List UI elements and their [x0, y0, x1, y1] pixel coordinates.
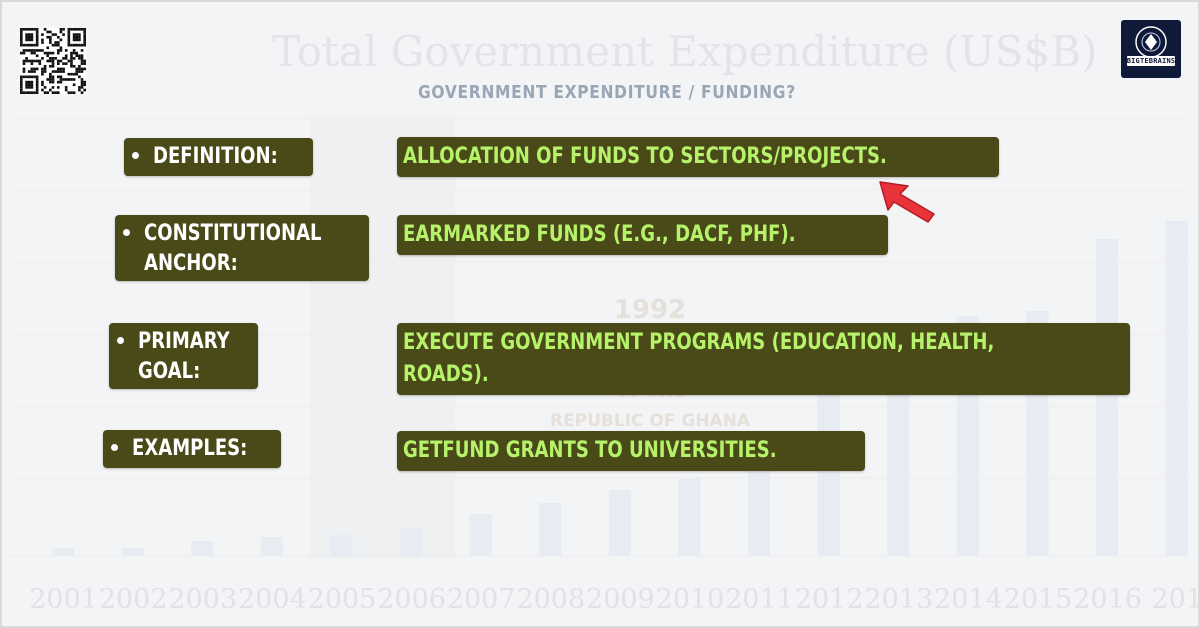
background-bar — [678, 478, 701, 556]
background-year-label: 2014 — [934, 584, 1003, 615]
background-bar — [887, 365, 910, 556]
constitutional-anchor-value: EARMARKED FUNDS (E.G., DACF, PHF). — [397, 215, 888, 255]
definition-label: DEFINITION: — [124, 138, 314, 176]
background-bar — [121, 548, 144, 556]
bullet-icon — [132, 151, 139, 159]
bullet-icon — [123, 228, 130, 236]
background-year-label: 0 — [0, 584, 3, 615]
background-year-label: 2008 — [516, 584, 585, 615]
background-year-label: 2001 — [29, 584, 98, 615]
background-bar — [469, 514, 492, 556]
background-year-label: 2009 — [586, 584, 655, 615]
background-year-label: 2015 — [1004, 584, 1073, 615]
red-arrow-icon — [879, 181, 935, 223]
background-year-label: 2007 — [447, 584, 516, 615]
logo-text: BIGTEBRAINS — [1126, 57, 1176, 65]
brand-logo: BIGTEBRAINS — [1121, 20, 1181, 78]
examples-value: GETFUND GRANTS TO UNIVERSITIES. — [397, 431, 865, 471]
background-year-label: 2013 — [864, 584, 933, 615]
background-bar — [539, 503, 562, 556]
bullet-icon — [117, 336, 124, 344]
background-bar — [400, 528, 422, 556]
background-bar — [1165, 221, 1188, 556]
emblem-year: 1992 — [614, 295, 686, 325]
emblem-line-2: REPUBLIC OF GHANA — [550, 411, 751, 431]
background-year-label: 2011 — [725, 584, 794, 615]
background-year-label: 2005 — [308, 584, 377, 615]
background-year-label: 2012 — [795, 584, 864, 615]
examples-label: EXAMPLES: — [103, 430, 281, 468]
background-year-label: 2002 — [99, 584, 168, 615]
background-bar — [330, 535, 353, 556]
background-bar — [1096, 239, 1118, 556]
background-bar — [748, 468, 770, 556]
background-year-label: 2003 — [168, 584, 237, 615]
background-bar — [52, 548, 74, 556]
bullet-icon — [111, 443, 118, 451]
background-year-label: 201 — [1151, 584, 1200, 615]
background-x-axis: 0200120022003200420052006200720082009201… — [0, 584, 1200, 615]
background-chart-title: Total Government Expenditure (US$B) — [272, 27, 1097, 76]
background-bar — [817, 393, 840, 556]
background-bar — [260, 537, 283, 556]
background-year-label: 2006 — [377, 584, 446, 615]
background-year-label: 2016 — [1073, 584, 1142, 615]
slide-subtitle: GOVERNMENT EXPENDITURE / FUNDING? — [418, 82, 796, 103]
background-bar — [191, 541, 214, 556]
primary-goal-value: EXECUTE GOVERNMENT PROGRAMS (EDUCATION, … — [397, 323, 1131, 395]
constitutional-anchor-label: CONSTITUTIONAL ANCHOR: — [115, 215, 369, 281]
background-year-label: 2010 — [656, 584, 725, 615]
primary-goal-label: PRIMARY GOAL: — [109, 323, 258, 389]
logo-emblem-icon — [1127, 26, 1175, 66]
background-bar — [608, 490, 631, 556]
definition-value: ALLOCATION OF FUNDS TO SECTORS/PROJECTS. — [397, 137, 1000, 177]
background-emblem: 1992 OF THE REPUBLIC OF GHANA — [550, 295, 751, 431]
background-year-label: 2004 — [238, 584, 307, 615]
qr-code-icon — [20, 28, 86, 94]
